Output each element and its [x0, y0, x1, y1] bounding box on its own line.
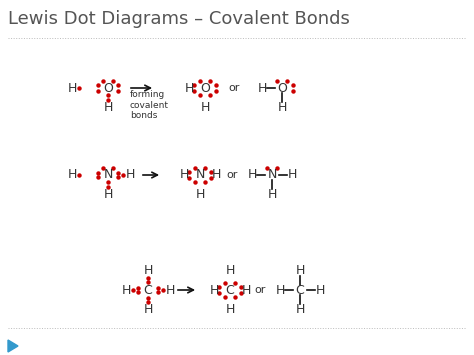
Text: H: H	[211, 169, 221, 181]
Text: H: H	[179, 169, 189, 181]
Text: N: N	[267, 169, 277, 181]
Text: N: N	[103, 169, 113, 181]
Text: or: or	[254, 285, 265, 295]
Text: H: H	[247, 169, 257, 181]
Text: H: H	[125, 169, 135, 181]
Text: or: or	[226, 170, 237, 180]
Text: C: C	[226, 284, 234, 296]
Text: H: H	[143, 303, 153, 316]
Text: or: or	[228, 83, 239, 93]
Text: H: H	[67, 82, 77, 94]
Text: H: H	[275, 284, 285, 296]
Text: H: H	[287, 169, 297, 181]
Text: O: O	[103, 82, 113, 94]
Text: H: H	[143, 264, 153, 277]
Text: H: H	[277, 101, 287, 114]
Text: H: H	[121, 284, 131, 296]
Text: H: H	[103, 101, 113, 114]
Text: C: C	[144, 284, 152, 296]
Text: H: H	[315, 284, 325, 296]
Text: H: H	[295, 264, 305, 277]
Text: C: C	[296, 284, 304, 296]
Text: H: H	[184, 82, 194, 94]
Polygon shape	[8, 340, 18, 352]
Text: forming
covalent
bonds: forming covalent bonds	[130, 90, 169, 120]
Text: H: H	[295, 303, 305, 316]
Text: H: H	[210, 284, 219, 296]
Text: N: N	[195, 169, 205, 181]
Text: H: H	[195, 188, 205, 201]
Text: H: H	[225, 264, 235, 277]
Text: H: H	[165, 284, 175, 296]
Text: H: H	[241, 284, 251, 296]
Text: H: H	[201, 101, 210, 114]
Text: H: H	[67, 169, 77, 181]
Text: H: H	[103, 188, 113, 201]
Text: O: O	[200, 82, 210, 94]
Text: Lewis Dot Diagrams – Covalent Bonds: Lewis Dot Diagrams – Covalent Bonds	[8, 10, 350, 28]
Text: H: H	[267, 188, 277, 201]
Text: O: O	[277, 82, 287, 94]
Text: H: H	[225, 303, 235, 316]
Text: H: H	[257, 82, 267, 94]
